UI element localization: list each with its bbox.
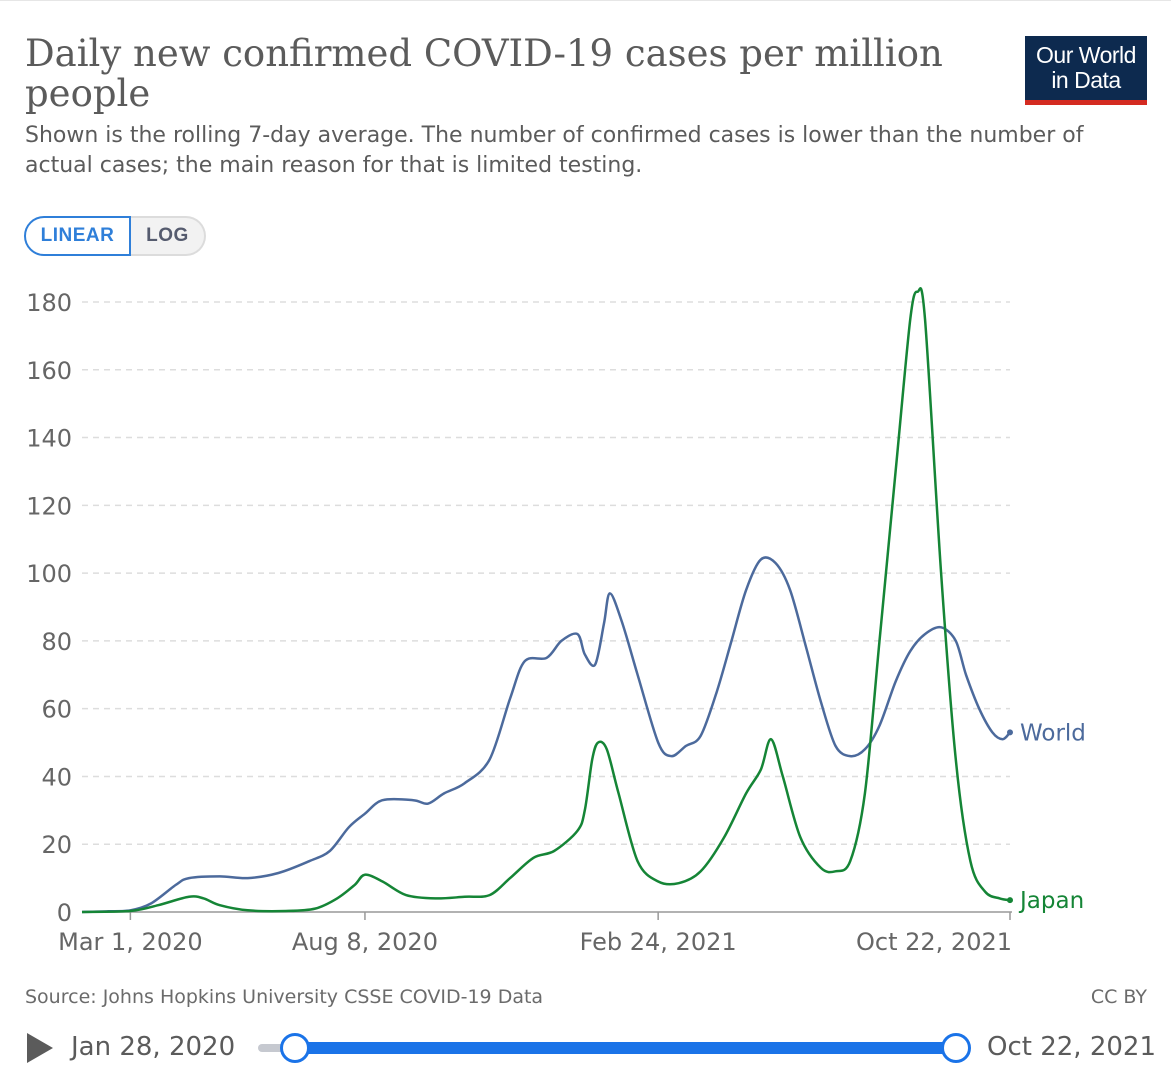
x-tick-label: Feb 24, 2021	[580, 928, 737, 956]
series-lines	[81, 287, 1013, 914]
owid-logo[interactable]: Our World in Data	[1025, 36, 1147, 105]
axes: 0 20 40 60 80 100 120 140 160 180 Mar 1, 2020 Aug 8…	[26, 289, 1012, 956]
japan-series-label: Japan	[1018, 888, 1084, 914]
x-tick-label: Aug 8, 2020	[292, 928, 438, 956]
y-tick-label: 160	[26, 357, 72, 385]
timeline-end-label: Oct 22, 2021	[987, 1032, 1156, 1062]
chart-subtitle: Shown is the rolling 7-day average. The …	[25, 123, 1084, 178]
timeline: Jan 28, 2020 Oct 22, 2021	[0, 1024, 1171, 1072]
timeline-selected-range[interactable]	[294, 1042, 955, 1054]
license-link[interactable]: CC BY	[1090, 986, 1147, 1008]
x-tick-label: Mar 1, 2020	[58, 928, 203, 956]
grid-lines	[82, 301, 1010, 845]
world-series-label: World	[1020, 720, 1086, 746]
world-end-point	[1007, 729, 1013, 736]
y-tick-label: 60	[41, 696, 72, 724]
logo-line-1: Our World	[1036, 42, 1136, 68]
log-scale-button[interactable]: LOG	[131, 216, 206, 256]
world-line	[81, 556, 1011, 914]
logo-line-2: in Data	[1051, 67, 1121, 93]
chart-title: Daily new confirmed COVID-19 cases per m…	[25, 32, 943, 115]
timeline-end-handle[interactable]	[941, 1033, 971, 1063]
line-chart: 0 20 40 60 80 100 120 140 160 180 Mar 1, 2020 Aug 8…	[26, 287, 1086, 956]
y-tick-label: 180	[26, 289, 72, 317]
y-tick-label: 20	[41, 831, 72, 859]
y-tick-label: 120	[26, 492, 72, 520]
y-tick-label: 40	[41, 763, 72, 791]
linear-scale-button[interactable]: LINEAR	[24, 216, 131, 256]
japan-end-point	[1007, 897, 1013, 904]
series-labels: World Japan	[1018, 720, 1086, 914]
timeline-start-label: Jan 28, 2020	[71, 1032, 236, 1062]
source-note[interactable]: Source: Johns Hopkins University CSSE CO…	[25, 986, 544, 1008]
scale-toggle: LINEAR LOG	[24, 216, 206, 256]
y-tick-label: 80	[41, 628, 72, 656]
japan-line	[81, 287, 1011, 914]
timeline-start-handle[interactable]	[280, 1033, 310, 1063]
x-tick-label: Oct 22, 2021	[856, 928, 1012, 956]
top-rule	[0, 0, 1171, 1]
y-tick-label: 100	[26, 560, 72, 588]
play-icon[interactable]	[27, 1033, 53, 1063]
y-tick-label: 0	[57, 899, 72, 927]
y-tick-label: 140	[26, 425, 72, 453]
